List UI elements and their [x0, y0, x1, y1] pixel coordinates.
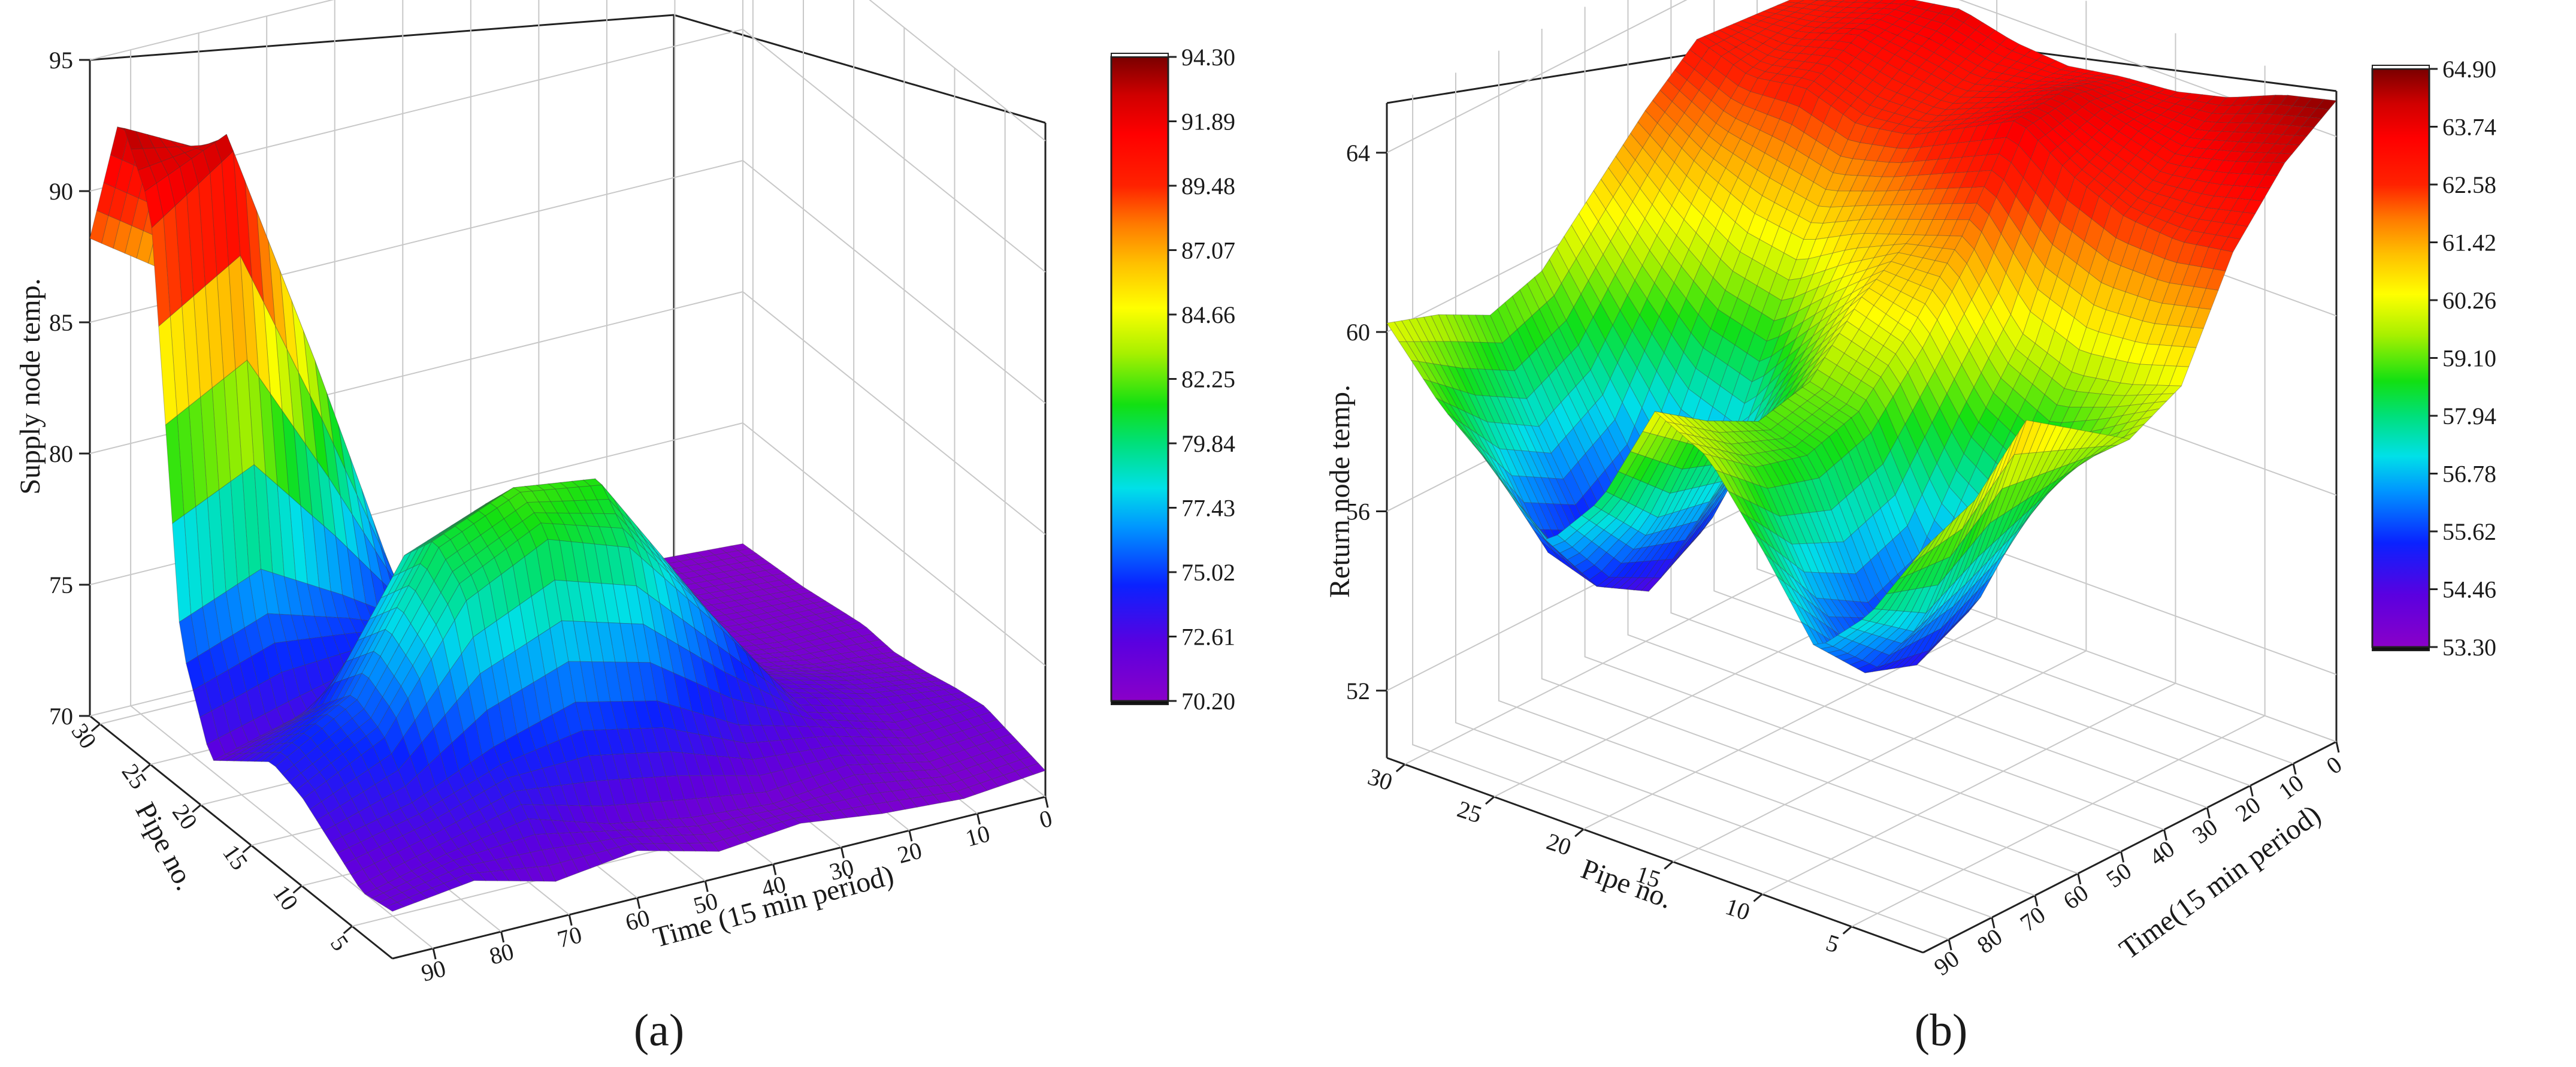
- grid-line-z: [89, 28, 1046, 273]
- time-tick-label: 10: [963, 820, 993, 852]
- panel-a-colorbar: 94.30 91.89 89.48 87.07 84.66 82.25 79.84 77.43…: [1110, 44, 1235, 715]
- colorbar-tick-label: 89.48: [1181, 173, 1235, 200]
- z-tick-label: 90: [49, 178, 73, 205]
- panel-a-z-ticks: 70 75 80 85 90 95: [49, 47, 90, 730]
- panel-a-label: (a): [634, 1005, 684, 1056]
- pipe-tick-label: 15: [217, 840, 253, 875]
- z-tick-label: 75: [49, 572, 73, 599]
- time-tick-label: 20: [894, 836, 924, 869]
- colorbar-tick-label: 91.89: [1181, 108, 1235, 135]
- colorbar-tick-label: 82.25: [1181, 366, 1235, 393]
- pipe-tick-label: 5: [325, 930, 354, 956]
- grid-line-z: [89, 159, 1046, 404]
- z-tick-label: 85: [49, 309, 73, 336]
- colorbar-tick-label: 77.43: [1181, 495, 1235, 522]
- colorbar-gradient: [1110, 56, 1169, 702]
- time-tick-label: 80: [486, 938, 516, 970]
- time-tick-label: 0: [1036, 805, 1055, 834]
- colorbar-tick-label: 84.66: [1181, 301, 1235, 328]
- panel-b-surface: [1386, 0, 2337, 673]
- colorbar-tick-label: 70.20: [1181, 688, 1235, 715]
- time-tick-label: 90: [418, 954, 448, 987]
- pipe-tick-label: 25: [117, 759, 153, 794]
- colorbar-over-cap: [1111, 53, 1169, 58]
- grid-line-z: [89, 0, 1046, 141]
- colorbar-tick-label: 75.02: [1181, 559, 1235, 586]
- z-tick-label: 95: [49, 47, 73, 74]
- pipe-tick-label: 10: [268, 880, 304, 915]
- z-tick-label: 80: [49, 440, 73, 467]
- time-tick-label: 60: [622, 904, 652, 936]
- colorbar-tick-label: 79.84: [1181, 430, 1235, 457]
- colorbar-under-cap: [1111, 700, 1169, 705]
- colorbar-tick-label: 87.07: [1181, 237, 1235, 264]
- z-tick-label: 70: [49, 703, 73, 730]
- colorbar-tick-label: 94.30: [1181, 44, 1235, 71]
- panel-a-z-axis-title: Supply node temp.: [14, 278, 46, 494]
- time-tick-label: 70: [555, 921, 585, 953]
- panel-a-surface: [89, 126, 1046, 912]
- colorbar-tick-label: 72.61: [1181, 624, 1235, 651]
